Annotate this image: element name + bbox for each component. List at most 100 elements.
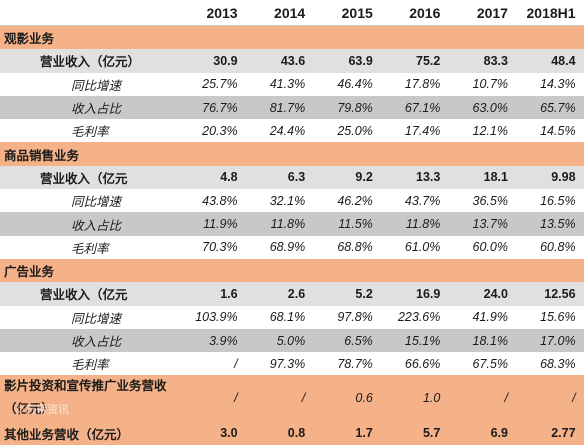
table-cell: 11.8% bbox=[270, 217, 306, 232]
table-cell: 2.6 bbox=[287, 286, 306, 301]
table-cell: 1.0 bbox=[422, 391, 441, 406]
section-title: 商品销售业务 bbox=[4, 148, 80, 163]
table-cell: / bbox=[234, 356, 238, 371]
table-cell: 15.1% bbox=[404, 333, 441, 348]
table-cell: 18.1% bbox=[472, 333, 508, 348]
row-label: 收入占比 bbox=[71, 102, 122, 117]
revenue-row: 营业收入（亿元 4.8 6.3 9.2 13.3 18.1 9.98 bbox=[0, 165, 584, 190]
table-row: 收入占比 11.9% 11.8% 11.5% 11.8% 13.7% 13.5% bbox=[0, 212, 584, 236]
table-cell: 14.5% bbox=[540, 123, 576, 138]
table-cell: 48.4 bbox=[551, 53, 576, 68]
table-cell: 70.3% bbox=[202, 240, 238, 255]
table-cell: 41.9% bbox=[472, 310, 508, 325]
table-cell: 46.2% bbox=[337, 193, 373, 208]
row-label: 营业收入（亿元 bbox=[40, 171, 128, 186]
table-cell: 17.4% bbox=[404, 123, 441, 138]
table-cell: 13.3 bbox=[416, 170, 441, 185]
table-cell: 5.7 bbox=[422, 426, 441, 441]
row-label: 毛利率 bbox=[71, 358, 109, 373]
table-cell: 17.0% bbox=[540, 333, 576, 348]
table-cell: / bbox=[572, 391, 576, 406]
table-cell: 3.0 bbox=[220, 426, 238, 441]
table-cell: 65.7% bbox=[540, 100, 576, 115]
table-cell: 13.7% bbox=[472, 217, 508, 232]
table-cell: 83.3 bbox=[483, 53, 508, 68]
film-investment-row: 影片投资和宣传推广业务营收 （亿元） / / 0.6 1.0 / / bbox=[0, 375, 584, 422]
year-header: 2015 bbox=[341, 4, 373, 21]
table-cell: 97.3% bbox=[269, 356, 306, 371]
table-cell: 25.7% bbox=[202, 77, 238, 92]
header-row: 2013 2014 2015 2016 2017 2018H1 bbox=[0, 0, 584, 26]
table-cell: 9.98 bbox=[551, 170, 576, 185]
table-cell: 68.1% bbox=[269, 310, 306, 325]
table-cell: 30.9 bbox=[213, 53, 238, 68]
row-label: 同比增速 bbox=[71, 195, 122, 210]
table-cell: 61.0% bbox=[404, 240, 441, 255]
table-cell: 66.6% bbox=[404, 356, 441, 371]
table-cell: 11.8% bbox=[405, 217, 441, 232]
row-label: 营业收入（亿元） bbox=[40, 55, 141, 70]
table-cell: 223.6% bbox=[397, 310, 441, 325]
table-cell: 2.77 bbox=[551, 426, 576, 441]
section-title: 广告业务 bbox=[4, 265, 55, 280]
table-cell: 5.2 bbox=[355, 286, 373, 301]
table-cell: 81.7% bbox=[269, 100, 306, 115]
table-cell: 43.8% bbox=[202, 193, 238, 208]
table-cell: 12.1% bbox=[472, 123, 508, 138]
table-cell: 1.7 bbox=[355, 426, 373, 441]
table-row: 毛利率 / 97.3% 78.7% 66.6% 67.5% 68.3% bbox=[0, 352, 584, 375]
year-header: 2016 bbox=[409, 4, 441, 21]
row-label-line1: 影片投资和宣传推广业务营收 bbox=[4, 379, 167, 394]
table-cell: 11.5% bbox=[338, 217, 373, 232]
table-cell: 97.8% bbox=[337, 310, 373, 325]
table-cell: 14.3% bbox=[540, 77, 576, 92]
other-revenue-row: 其他业务营收（亿元） 3.0 0.8 1.7 5.7 6.9 2.77 bbox=[0, 421, 584, 445]
table-cell: 20.3% bbox=[202, 123, 238, 138]
table-cell: / bbox=[301, 391, 306, 406]
table-cell: 17.8% bbox=[404, 77, 441, 92]
year-header: 2018H1 bbox=[526, 4, 576, 21]
table-cell: 60.0% bbox=[472, 240, 508, 255]
table-cell: 24.4% bbox=[269, 123, 306, 138]
table-cell: 43.7% bbox=[404, 193, 441, 208]
table-cell: 63.9 bbox=[348, 53, 373, 68]
table-row: 收入占比 76.7% 81.7% 79.8% 67.1% 63.0% 65.7% bbox=[0, 95, 584, 120]
year-header: 2017 bbox=[476, 4, 508, 21]
table-cell: 0.8 bbox=[287, 426, 306, 441]
revenue-row: 营业收入（亿元） 30.9 43.6 63.9 75.2 83.3 48.4 bbox=[0, 49, 584, 73]
table-cell: 43.6 bbox=[280, 53, 306, 68]
table-cell: 79.8% bbox=[337, 100, 373, 115]
table-cell: 12.56 bbox=[544, 286, 576, 301]
table-cell: 46.4% bbox=[337, 77, 373, 92]
table-cell: 9.2 bbox=[355, 170, 373, 185]
table-cell: / bbox=[504, 391, 508, 406]
table-cell: 5.0% bbox=[276, 333, 306, 348]
table-cell: 67.1% bbox=[404, 100, 441, 115]
table-cell: 13.5% bbox=[540, 217, 576, 232]
section-title-row: 广告业务 bbox=[0, 258, 584, 283]
table-cell: 75.2 bbox=[416, 53, 441, 68]
section-title: 观影业务 bbox=[4, 32, 55, 47]
table-cell: 67.5% bbox=[472, 356, 508, 371]
table-cell: 76.7% bbox=[202, 100, 238, 115]
table-cell: 103.9% bbox=[195, 310, 238, 325]
table-cell: 24.0 bbox=[483, 286, 508, 301]
row-label-line2: （亿元） bbox=[4, 402, 55, 417]
year-header: 2013 bbox=[206, 4, 238, 21]
table-cell: 32.1% bbox=[269, 193, 306, 208]
table-cell: 41.3% bbox=[269, 77, 306, 92]
row-label: 营业收入（亿元 bbox=[40, 288, 128, 303]
table-cell: 68.8% bbox=[337, 240, 373, 255]
table-row: 收入占比 3.9% 5.0% 6.5% 15.1% 18.1% 17.0% bbox=[0, 328, 584, 353]
table-cell: 68.9% bbox=[269, 240, 306, 255]
row-label: 同比增速 bbox=[71, 78, 122, 93]
table-cell: 6.5% bbox=[344, 333, 373, 348]
table-cell: 16.9 bbox=[416, 286, 441, 301]
year-header: 2014 bbox=[274, 4, 306, 21]
row-label: 影片投资和宣传推广业务营收 （亿元） bbox=[0, 375, 178, 421]
row-label: 其他业务营收（亿元） bbox=[4, 427, 130, 442]
table-cell: 18.1 bbox=[483, 170, 508, 185]
table-cell: 15.6% bbox=[540, 310, 576, 325]
table-cell: 60.8% bbox=[540, 240, 576, 255]
